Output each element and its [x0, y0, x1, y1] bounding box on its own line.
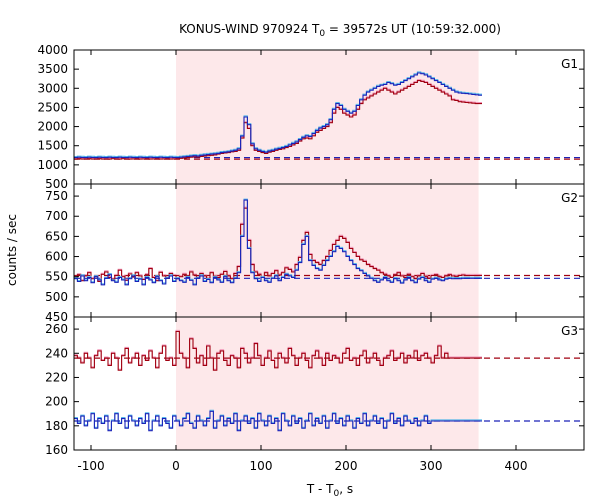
y-tick-label: 600: [45, 250, 68, 264]
y-tick-label: 260: [45, 322, 68, 336]
y-tick-label: 180: [45, 419, 68, 433]
panel-g2: 450 500 550 600 650 700 750 G2: [45, 183, 585, 324]
panel-g1: 500 1000 1500 2000 2500 3000 3500 4000 G1: [37, 43, 585, 191]
chart-title-suffix: = 39572s UT (10:59:32.000): [325, 22, 501, 36]
panels: 5001000150020002500300035004000G14505005…: [37, 43, 585, 473]
y-tick-label: 220: [45, 370, 68, 384]
y-tick-label: 550: [45, 270, 68, 284]
y-tick-label: 1500: [37, 139, 68, 153]
chart-title-prefix: KONUS-WIND 970924 T: [179, 22, 320, 36]
y-tick-label: 160: [45, 443, 68, 457]
x-tick-label: 300: [420, 459, 443, 473]
panel-frame: [73, 316, 585, 451]
y-tick-label: 450: [45, 310, 68, 324]
x-axis-title-sub: 0: [334, 489, 340, 499]
y-tick-label: 1000: [37, 158, 68, 172]
y-tick-label: 3500: [37, 62, 68, 76]
y-tick-label: 650: [45, 229, 68, 243]
x-tick-label: 100: [250, 459, 273, 473]
chart-title-sub: 0: [319, 29, 325, 39]
y-tick-label: 750: [45, 189, 68, 203]
y-tick-label: 240: [45, 346, 68, 360]
y-tick-label: 500: [45, 177, 68, 191]
x-axis-title-suffix: , s: [339, 482, 353, 496]
x-tick-label: 200: [335, 459, 358, 473]
y-tick-label: 3000: [37, 81, 68, 95]
panel-label: G2: [561, 191, 578, 205]
y-tick-label: 2000: [37, 120, 68, 134]
x-axis-title: T - T0, s: [306, 482, 353, 499]
panel-label: G3: [561, 324, 578, 338]
series-series_red: [74, 207, 482, 283]
series-series_red: [74, 80, 482, 160]
panel-g3: 160 180 200 220 240 260 G3: [45, 316, 585, 457]
shaded-interval: [176, 317, 479, 450]
x-axis-title-prefix: T - T: [306, 482, 334, 496]
shaded-interval: [176, 50, 479, 184]
x-tick-label: -100: [77, 459, 104, 473]
shaded-interval: [176, 184, 479, 317]
chart-title: KONUS-WIND 970924 T0 = 39572s UT (10:59:…: [179, 22, 501, 39]
panel-label: G1: [561, 57, 578, 71]
series-series_blue: [74, 199, 482, 286]
x-tick-label: 400: [505, 459, 528, 473]
series-series_blue: [74, 410, 482, 432]
y-tick-label: 2500: [37, 100, 68, 114]
x-tick-label: 0: [172, 459, 180, 473]
series-series_red: [74, 330, 482, 371]
y-tick-label: 4000: [37, 43, 68, 57]
series-series_blue: [74, 72, 482, 159]
y-tick-label: 700: [45, 209, 68, 223]
y-tick-label: 200: [45, 395, 68, 409]
y-axis-title: counts / sec: [5, 214, 19, 286]
y-tick-label: 500: [45, 290, 68, 304]
